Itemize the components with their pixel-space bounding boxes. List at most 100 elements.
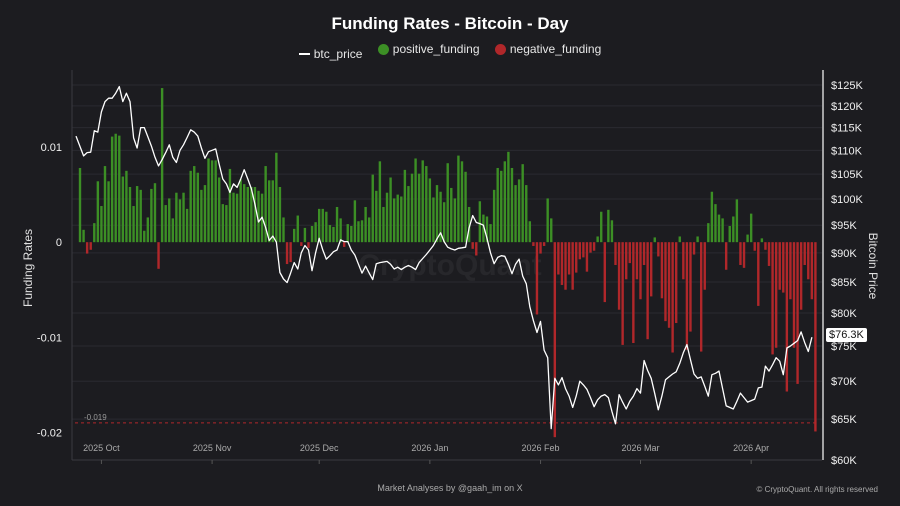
- x-tick-label: 2025 Dec: [300, 443, 339, 453]
- negative-funding-bar: [753, 242, 756, 251]
- negative-funding-bar: [685, 242, 689, 350]
- positive-funding-bar: [732, 216, 735, 243]
- positive-funding-bar: [482, 214, 485, 243]
- positive-funding-bar: [114, 133, 117, 243]
- positive-funding-bar: [278, 187, 282, 243]
- x-tick-label: 2026 Apr: [733, 443, 769, 453]
- positive-funding-bar: [728, 226, 731, 243]
- negative-funding-bar: [724, 242, 728, 270]
- negative-funding-bar: [667, 242, 671, 328]
- positive-funding-bar: [271, 180, 274, 243]
- positive-funding-bar: [171, 218, 175, 243]
- positive-funding-bar: [160, 88, 164, 243]
- negative-funding-bar: [532, 242, 535, 246]
- y-right-tick-label: $75K: [831, 341, 857, 353]
- legend-item-negative-funding[interactable]: negative_funding: [494, 42, 602, 56]
- positive-funding-bar: [517, 179, 521, 243]
- positive-funding-bar: [392, 198, 396, 243]
- negative-funding-bar: [642, 242, 646, 265]
- positive-funding-bar: [760, 238, 764, 243]
- positive-funding-bar: [310, 226, 314, 243]
- negative-funding-bar: [564, 242, 567, 290]
- positive-funding-bar: [721, 218, 724, 243]
- negative-funding-bar: [646, 242, 649, 340]
- positive-funding-bar: [207, 158, 210, 243]
- positive-funding-bar: [335, 206, 339, 243]
- positive-funding-bar: [264, 166, 267, 243]
- positive-funding-bar: [407, 186, 410, 243]
- positive-funding-bar: [503, 161, 507, 243]
- y-right-tick-label: $80K: [831, 308, 857, 320]
- positive-funding-bar: [460, 161, 464, 243]
- positive-funding-bar: [268, 180, 271, 243]
- negative-funding-bar: [803, 242, 806, 265]
- negative-funding-bar: [771, 242, 774, 355]
- positive-funding-bar: [485, 216, 489, 243]
- positive-funding-bar: [500, 170, 503, 243]
- x-tick-label: 2026 Mar: [621, 443, 659, 453]
- positive-funding-bar: [178, 199, 182, 243]
- positive-funding-bar: [110, 136, 114, 243]
- positive-funding-bar: [746, 234, 749, 243]
- positive-funding-bar: [93, 223, 96, 243]
- positive-funding-bar: [246, 187, 249, 243]
- negative-funding-bar: [300, 242, 303, 246]
- negative-funding-bar: [542, 242, 546, 246]
- negative-funding-bar: [575, 242, 578, 273]
- positive-funding-bar: [510, 167, 514, 243]
- negative-funding-bar: [289, 242, 292, 263]
- footer-credit: Market Analyses by @gaah_im on X: [377, 483, 523, 493]
- positive-funding-bar: [200, 189, 203, 243]
- legend-item-positive-funding[interactable]: positive_funding: [377, 42, 480, 56]
- positive-funding-bar: [253, 187, 257, 243]
- positive-funding-bar: [546, 198, 549, 243]
- positive-funding-bar: [232, 192, 235, 243]
- positive-funding-bar: [432, 197, 435, 243]
- positive-funding-bar: [464, 171, 467, 243]
- positive-funding-bar: [182, 192, 185, 243]
- negative-funding-bar: [789, 242, 792, 300]
- positive-funding-bar: [489, 224, 492, 243]
- positive-funding-bar: [78, 167, 82, 243]
- positive-funding-bar: [446, 163, 449, 243]
- positive-funding-bar: [375, 190, 378, 243]
- negative-funding-bar: [553, 242, 557, 438]
- y-right-tick-label: $90K: [831, 248, 857, 260]
- positive-funding-bar: [257, 190, 260, 243]
- negative-funding-bar: [539, 242, 542, 254]
- line-swatch-icon: [298, 52, 310, 55]
- positive-funding-bar: [457, 155, 460, 243]
- negative-funding-bar: [621, 242, 624, 345]
- negative-funding-bar: [660, 242, 664, 299]
- y-right-tick-label: $105K: [831, 169, 863, 181]
- positive-funding-bar: [153, 183, 157, 243]
- positive-funding-bar: [346, 224, 349, 243]
- negative-funding-bar: [739, 242, 742, 265]
- positive-funding-bar: [735, 199, 739, 243]
- positive-funding-bar: [410, 173, 414, 243]
- positive-funding-bar: [550, 218, 553, 243]
- positive-funding-bar: [385, 192, 389, 243]
- positive-funding-bar: [228, 168, 232, 243]
- positive-funding-bar: [492, 189, 496, 243]
- y-left-tick-label: 0: [56, 237, 62, 249]
- positive-funding-bar: [96, 181, 100, 243]
- negative-funding-bar: [689, 242, 692, 332]
- negative-funding-bar: [614, 242, 617, 265]
- y-left-axis-title: Funding Rates: [21, 229, 35, 307]
- y-right-tick-label: $110K: [831, 145, 863, 157]
- last-price-label: $76.3K: [826, 328, 867, 343]
- negative-funding-bar: [560, 242, 564, 285]
- positive-funding-bar: [339, 218, 342, 243]
- negative-funding-bar: [157, 242, 160, 269]
- negative-funding-bar: [578, 242, 581, 260]
- y-left-tick-label: 0.01: [41, 142, 62, 154]
- positive-funding-bar: [521, 164, 524, 243]
- positive-funding-bar: [353, 200, 357, 243]
- positive-funding-bar: [293, 228, 296, 243]
- positive-funding-bar: [442, 202, 446, 243]
- negative-funding-bar: [767, 242, 771, 266]
- legend-label: negative_funding: [509, 42, 602, 56]
- legend-item-btc-price[interactable]: btc_price: [298, 47, 362, 61]
- positive-funding-bar: [135, 186, 139, 243]
